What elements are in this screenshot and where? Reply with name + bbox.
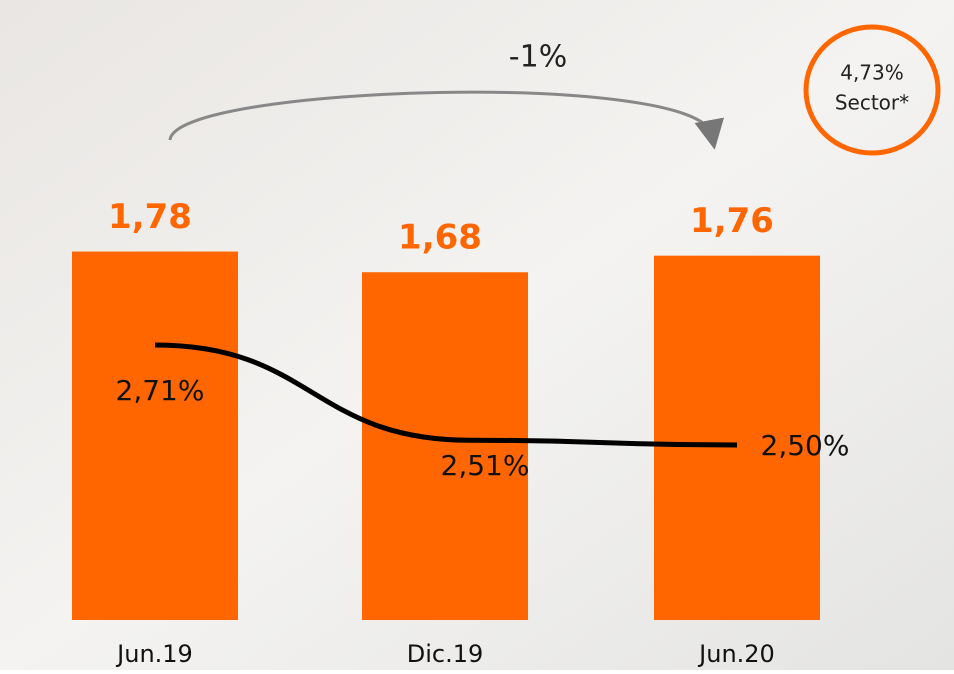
sector-value: 4,73% bbox=[840, 61, 904, 85]
bar-value-label: 1,68 bbox=[398, 218, 482, 258]
chart: -1% 4,73% Sector* Jun.19 Dic.19 Jun.20 1,78… bbox=[0, 0, 954, 670]
x-tick-label: Dic.19 bbox=[407, 640, 484, 668]
line-value-label: 2,50% bbox=[761, 429, 850, 462]
x-tick-label: Jun.19 bbox=[115, 640, 193, 668]
line-value-label: 2,51% bbox=[441, 449, 530, 482]
bar bbox=[72, 252, 238, 620]
bar-value-label: 1,76 bbox=[690, 201, 774, 241]
bar-value-label: 1,78 bbox=[108, 197, 192, 237]
change-label: -1% bbox=[509, 40, 567, 75]
x-tick-label: Jun.20 bbox=[697, 640, 775, 668]
bar bbox=[362, 272, 528, 620]
line-value-label: 2,71% bbox=[116, 374, 205, 407]
sector-label: Sector* bbox=[835, 91, 909, 115]
